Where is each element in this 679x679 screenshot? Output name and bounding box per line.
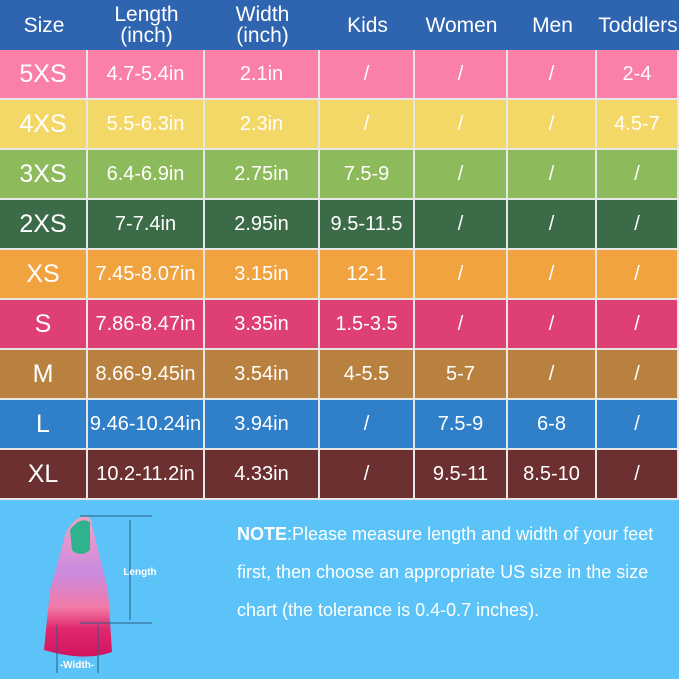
table-cell: XL [0, 450, 88, 500]
table-cell: / [415, 50, 508, 100]
table-cell: / [597, 200, 679, 250]
table-cell: 5.5-6.3in [88, 100, 205, 150]
table-cell: 6-8 [508, 400, 597, 450]
table-cell: / [415, 150, 508, 200]
table-cell: L [0, 400, 88, 450]
table-cell: / [508, 350, 597, 400]
table-cell: / [508, 300, 597, 350]
table-cell: 7.86-8.47in [88, 300, 205, 350]
table-cell: 7.5-9 [415, 400, 508, 450]
table-cell: / [508, 100, 597, 150]
table-cell: / [508, 150, 597, 200]
table-cell: / [597, 400, 679, 450]
table-row: 5XS 4.7-5.4in 2.1in / //2-4 [0, 50, 679, 100]
table-cell: / [320, 400, 415, 450]
note-text: NOTE:Please measure length and width of … [237, 515, 667, 629]
table-cell: / [415, 200, 508, 250]
table-cell: / [508, 250, 597, 300]
table-cell: 9.5-11 [415, 450, 508, 500]
table-cell: / [320, 450, 415, 500]
table-cell: / [415, 300, 508, 350]
table-cell: 10.2-11.2in [88, 450, 205, 500]
table-cell: 2.3in [205, 100, 320, 150]
table-cell: / [597, 250, 679, 300]
table-cell: 7-7.4in [88, 200, 205, 250]
header-row: Size Length (inch) Width (inch) Kids Women Me… [0, 0, 679, 50]
table-cell: 12-1 [320, 250, 415, 300]
table-row: XS 7.45-8.07in 3.15in 12-1// / [0, 250, 679, 300]
table-cell: 8.66-9.45in [88, 350, 205, 400]
table-cell: / [597, 300, 679, 350]
table-cell: S [0, 300, 88, 350]
table-row: 4XS 5.5-6.3in 2.3in / //4.5-7 [0, 100, 679, 150]
table-cell: XS [0, 250, 88, 300]
column-header: Men [532, 13, 573, 37]
table-cell: 4.5-7 [597, 100, 679, 150]
table-cell: 3XS [0, 150, 88, 200]
table-cell: 2.75in [205, 150, 320, 200]
table-cell: / [320, 100, 415, 150]
column-header: Width (inch) [235, 3, 290, 47]
column-header: Women [425, 13, 498, 37]
length-label: Length [123, 567, 156, 578]
table-cell: 2-4 [597, 50, 679, 100]
table-cell: 5-7 [415, 350, 508, 400]
swim-fin-diagram: Length -Width- [44, 515, 157, 673]
note-label: NOTE [237, 524, 288, 544]
table-cell: M [0, 350, 88, 400]
table-cell: 5XS [0, 50, 88, 100]
table-row: S 7.86-8.47in 3.35in 1.5-3.5// / [0, 300, 679, 350]
column-header: Size [23, 13, 65, 37]
table-cell: / [597, 350, 679, 400]
table-cell: 2.1in [205, 50, 320, 100]
table-cell: 2.95in [205, 200, 320, 250]
table-row: 3XS 6.4-6.9in 2.75in 7.5-9// / [0, 150, 679, 200]
table-cell: 3.15in [205, 250, 320, 300]
size-chart-table: Size Length (inch) Width (inch) Kids Women Me… [0, 0, 679, 500]
table-cell: 4XS [0, 100, 88, 150]
table-cell: 9.5-11.5 [320, 200, 415, 250]
table-row: L 9.46-10.24in 3.94in/7.5-9 6-8/ [0, 400, 679, 450]
table-cell: 3.35in [205, 300, 320, 350]
table-cell: / [597, 450, 679, 500]
table-cell: 4.7-5.4in [88, 50, 205, 100]
table-cell: 9.46-10.24in [88, 400, 205, 450]
table-cell: / [508, 200, 597, 250]
table-cell: 2XS [0, 200, 88, 250]
column-header: Length (inch) [114, 3, 179, 47]
table-cell: 3.54in [205, 350, 320, 400]
table-cell: 8.5-10 [508, 450, 597, 500]
table-cell: 3.94in [205, 400, 320, 450]
column-header: Toddlers [598, 13, 678, 37]
table-cell: / [508, 50, 597, 100]
table-cell: / [320, 50, 415, 100]
table-row: 2XS 7-7.4in 2.95in 9.5-11.5// / [0, 200, 679, 250]
table-cell: 4.33in [205, 450, 320, 500]
table-cell: / [597, 150, 679, 200]
table-cell: 4-5.5 [320, 350, 415, 400]
column-header: Kids [347, 13, 388, 37]
note-body: :Please measure length and width of your… [237, 524, 654, 620]
table-row: XL 10.2-11.2in 4.33in/9.5-11 8.5-10/ [0, 450, 679, 500]
table-row: M 8.66-9.45in 3.54in 4-5.5 5-7// [0, 350, 679, 400]
note-panel [0, 500, 679, 679]
table-cell: 1.5-3.5 [320, 300, 415, 350]
width-label: -Width- [60, 660, 94, 671]
table-cell: / [415, 100, 508, 150]
fin-toe-pocket [70, 520, 90, 554]
table-cell: 6.4-6.9in [88, 150, 205, 200]
table-cell: 7.5-9 [320, 150, 415, 200]
table-cell: / [415, 250, 508, 300]
table-cell: 7.45-8.07in [88, 250, 205, 300]
